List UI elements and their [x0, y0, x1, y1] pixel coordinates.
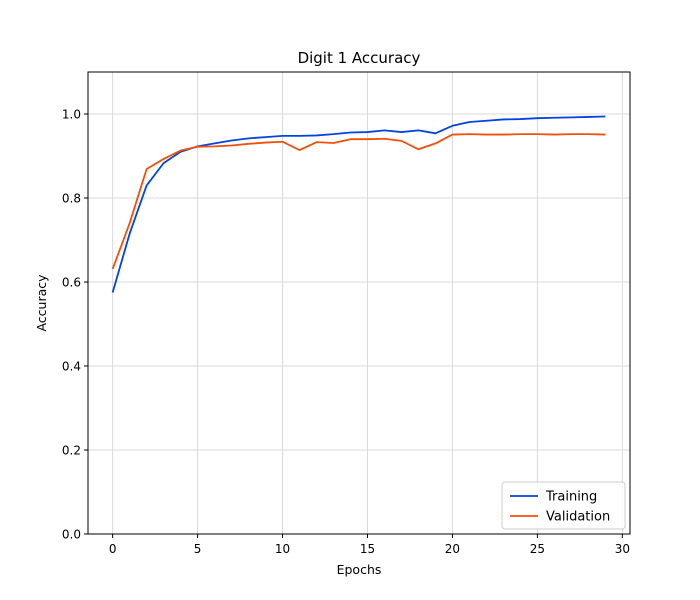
legend-label-validation: Validation	[546, 510, 610, 525]
legend-label-training: Training	[545, 490, 597, 505]
y-tick-label: 0.8	[62, 192, 81, 206]
x-tick-label: 30	[615, 542, 630, 556]
series-line-validation	[111, 133, 606, 270]
chart-title: Digit 1 Accuracy	[298, 49, 421, 67]
legend-box	[501, 481, 626, 530]
y-tick-label: 0.4	[62, 360, 81, 374]
axis-ticks: 0 5 10 15 20 25 30 0.0 0.2 0.4 0.6 0.8 1.0	[62, 108, 630, 557]
x-tick-label: 15	[360, 542, 375, 556]
x-tick-label: 25	[530, 542, 545, 556]
x-tick-label: 5	[194, 542, 202, 556]
x-tick-label: 10	[275, 542, 290, 556]
y-axis-label: Accuracy	[34, 274, 49, 332]
x-axis-label: Epochs	[337, 562, 382, 577]
y-tick-label: 0.0	[62, 528, 81, 542]
x-tick-label: 0	[109, 542, 117, 556]
y-tick-label: 1.0	[62, 108, 81, 122]
plot-frame	[87, 71, 631, 535]
x-tick-label: 20	[445, 542, 460, 556]
y-tick-label: 0.6	[62, 276, 81, 290]
y-tick-label: 0.2	[62, 444, 81, 458]
series-lines	[111, 115, 606, 293]
legend: Training Validation	[501, 481, 626, 530]
